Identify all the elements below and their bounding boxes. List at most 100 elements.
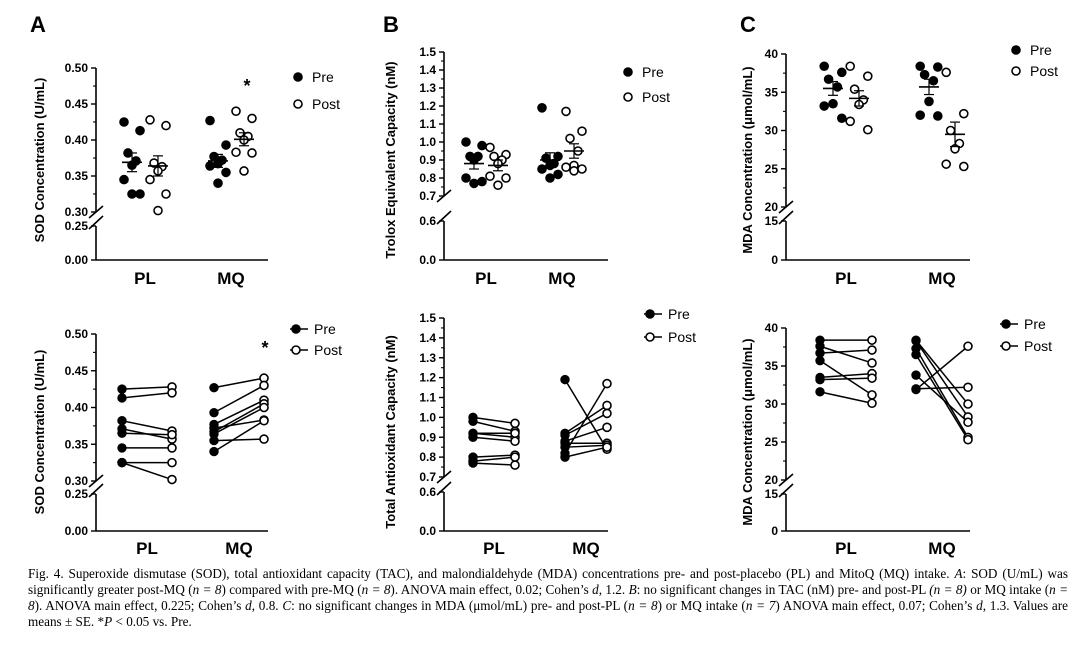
B-top-x-category-label: MQ: [548, 269, 575, 288]
C-bottom-pair-line: [819, 360, 873, 396]
C-top-point: [941, 67, 952, 78]
A-top-ytick-label: 0.45: [65, 97, 89, 111]
A-bottom-ytick-label: 0.35: [65, 437, 89, 451]
C-bottom-post-point: [963, 399, 973, 409]
B-top-y-axis-label: Trolox Equivalent Capacity (nM): [383, 61, 398, 258]
B-bottom-post-point: [510, 418, 520, 429]
B-bottom-post-point: [602, 408, 612, 419]
B-bottom-ytick-label: 0.8: [419, 450, 436, 464]
A-bottom-pre-point: [117, 443, 127, 453]
C-bottom-post-point: [867, 398, 877, 409]
B-bottom-pair-line: [472, 456, 516, 462]
A-top-series: [119, 106, 257, 216]
B-bottom-post-point: [602, 378, 612, 389]
C-bottom-post-point: [963, 341, 973, 352]
figure-caption: Fig. 4. Superoxide dismutase (SOD), tota…: [28, 566, 1069, 629]
B-top-axis-break-lower: [436, 210, 452, 225]
C-top-ytick-label: 20: [765, 200, 779, 214]
C-top-axis-break-lower: [778, 210, 794, 225]
A-bottom-pair-line: [121, 432, 173, 436]
B-bottom-ytick-label: 1.5: [419, 311, 436, 325]
A-bottom-post-point: [167, 474, 177, 485]
C-top-ytick-label: 35: [765, 85, 779, 99]
B-bottom-legend-label: Pre: [668, 306, 690, 322]
C-bottom-post-point: [867, 390, 877, 400]
A-bottom-pre-point: [117, 428, 127, 438]
A-bottom-pre-point: [209, 435, 219, 446]
B-top-point: [569, 166, 579, 176]
B-top-point: [561, 162, 571, 172]
A-bottom-pair-line: [121, 461, 173, 481]
B-top-point: [485, 142, 495, 153]
B-top-point: [469, 178, 479, 189]
B-bottom-post-point: [510, 460, 520, 470]
A-top-point: [145, 174, 155, 185]
A-top-point: [119, 117, 129, 127]
A-top-point: [213, 178, 223, 188]
B-bottom-ytick-label: 1.3: [419, 351, 436, 365]
B-top-ytick-label: 0.9: [419, 153, 436, 167]
B-bottom-ytick-label: 0.9: [419, 430, 436, 444]
C-top-point: [862, 71, 873, 81]
C-bottom-pair-line: [915, 339, 969, 405]
B-top-point: [537, 103, 547, 113]
C-bottom-pair-line: [915, 348, 969, 438]
B-bottom-ytick-label: 0.6: [419, 485, 436, 499]
B-bottom-pair-line: [472, 454, 516, 458]
A-bottom-legend-marker: [291, 345, 301, 355]
A-top-significance-star: *: [243, 76, 250, 96]
C-bottom-post-point: [867, 335, 877, 345]
A-top-point: [221, 167, 231, 178]
A-bottom-post-point: [167, 387, 177, 398]
A-top-point: [239, 166, 249, 176]
B-top-point: [501, 173, 511, 183]
A-top-point: [161, 120, 171, 131]
C-top-ytick-label: 30: [765, 124, 779, 138]
A-bottom-pair-line: [213, 420, 265, 453]
B-top-ytick-label: 0.0: [419, 253, 436, 267]
C-bottom-post-point: [867, 373, 877, 383]
C-bottom-ytick-label: 30: [765, 397, 779, 411]
C-bottom-post-point: [963, 382, 973, 393]
B-bottom-pair-line: [564, 426, 608, 442]
B-bottom-post-point: [510, 428, 520, 439]
A-bottom-pair-line: [213, 438, 265, 442]
A-bottom-pre-point: [117, 416, 127, 426]
C-top-point: [915, 110, 926, 120]
B-top-point: [477, 176, 487, 187]
B-bottom-legend-marker: [645, 332, 655, 342]
B-top-legend-label: Post: [642, 89, 670, 105]
A-bottom-significance-star: *: [261, 338, 268, 358]
panel-letter-b: B: [383, 12, 399, 37]
C-bottom-pair-line: [915, 340, 969, 418]
C-top-point: [845, 61, 856, 72]
A-top-point: [221, 140, 231, 150]
A-top-point: [205, 115, 215, 126]
C-top-legend: Pre Post: [1011, 42, 1058, 79]
A-top-point: [153, 205, 163, 216]
A-bottom-pre-point: [209, 382, 219, 393]
A-top-point: [161, 189, 171, 199]
B-bottom-pair-line: [472, 436, 516, 442]
B-top-ytick-label: 0.8: [419, 171, 436, 185]
C-bottom-pair-line: [819, 349, 873, 354]
C-bottom-ytick-label: 0: [771, 524, 778, 538]
B-top-point: [561, 106, 571, 117]
B-bottom-pair-line: [472, 420, 516, 433]
C-bottom-pre-point: [815, 348, 825, 358]
A-top-x-category-label: MQ: [217, 269, 244, 288]
B-top-ytick-label: 1.5: [419, 45, 436, 59]
C-bottom-pair-line: [819, 345, 873, 364]
A-bottom-legend-label: Post: [314, 342, 342, 358]
A-bottom-post-point: [167, 429, 177, 440]
B-top-point: [461, 173, 471, 183]
A-bottom-pre-point: [117, 393, 127, 403]
A-bottom-pair-line: [213, 406, 265, 435]
C-top-legend-label: Pre: [1030, 42, 1052, 58]
A-bottom-post-point: [259, 415, 269, 426]
A-bottom-pair-line: [213, 384, 265, 414]
B-bottom-legend-label: Post: [668, 329, 696, 345]
C-bottom-post-point: [867, 358, 877, 368]
